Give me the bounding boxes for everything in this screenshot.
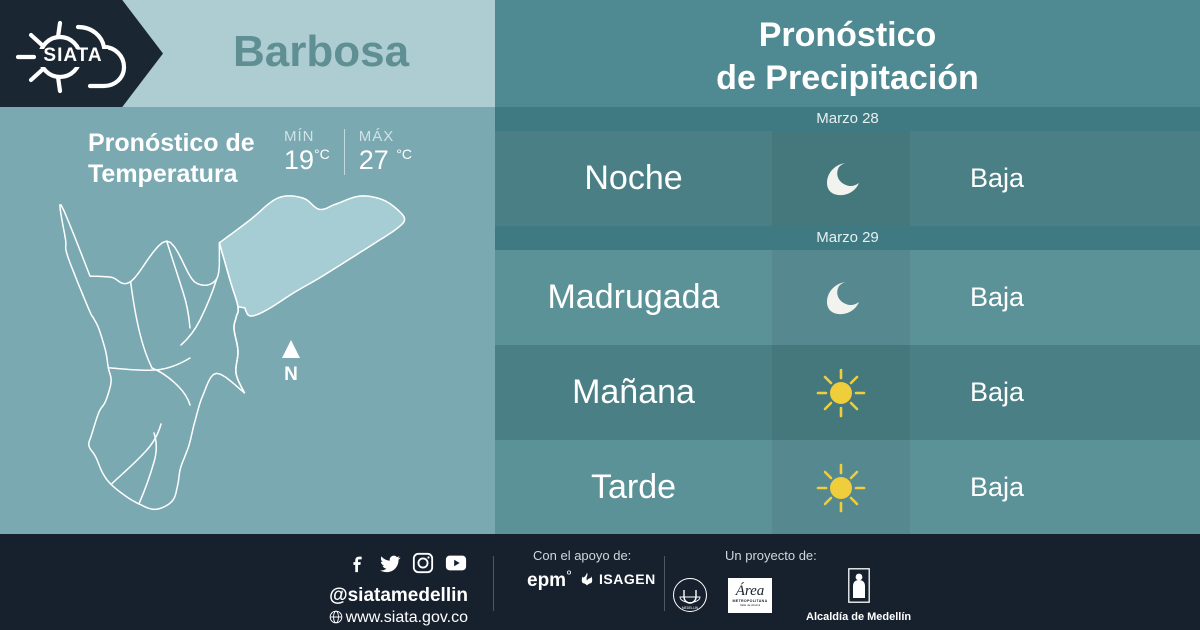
svg-text:epm: epm [527,570,566,590]
svg-text:MEDELLIN: MEDELLIN [682,606,699,610]
svg-text:N: N [284,364,298,385]
